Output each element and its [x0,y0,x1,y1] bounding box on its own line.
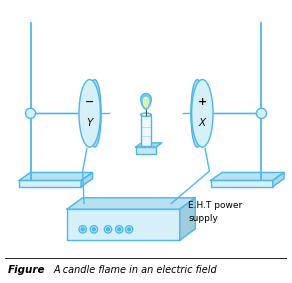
Circle shape [128,228,131,231]
Circle shape [118,228,121,231]
Ellipse shape [191,80,204,147]
Polygon shape [273,172,284,186]
Circle shape [90,226,98,233]
Ellipse shape [79,80,100,147]
Circle shape [104,226,112,233]
Polygon shape [67,198,195,209]
Polygon shape [141,94,151,109]
Circle shape [116,226,123,233]
Ellipse shape [192,80,213,147]
Text: +: + [198,97,207,106]
FancyBboxPatch shape [211,180,273,186]
Circle shape [25,108,36,118]
Polygon shape [143,97,149,108]
Polygon shape [180,198,195,240]
Text: X: X [199,118,206,128]
Polygon shape [19,172,93,180]
Circle shape [81,111,87,116]
Circle shape [92,228,95,231]
FancyBboxPatch shape [19,180,81,186]
Circle shape [81,228,84,231]
Circle shape [106,228,110,231]
Circle shape [126,226,133,233]
Text: −: − [85,97,94,106]
Text: E.H.T power
supply: E.H.T power supply [188,201,242,223]
Ellipse shape [141,113,151,116]
FancyBboxPatch shape [136,147,156,154]
Circle shape [256,108,267,118]
Polygon shape [211,172,284,180]
Text: Y: Y [86,118,93,128]
Text: Figure: Figure [8,265,46,275]
Circle shape [205,111,211,116]
Polygon shape [136,143,162,147]
Polygon shape [81,172,93,186]
FancyBboxPatch shape [141,115,151,146]
FancyBboxPatch shape [67,209,180,240]
Circle shape [79,226,86,233]
Text: A candle flame in an electric field: A candle flame in an electric field [53,265,217,275]
Ellipse shape [88,80,101,147]
